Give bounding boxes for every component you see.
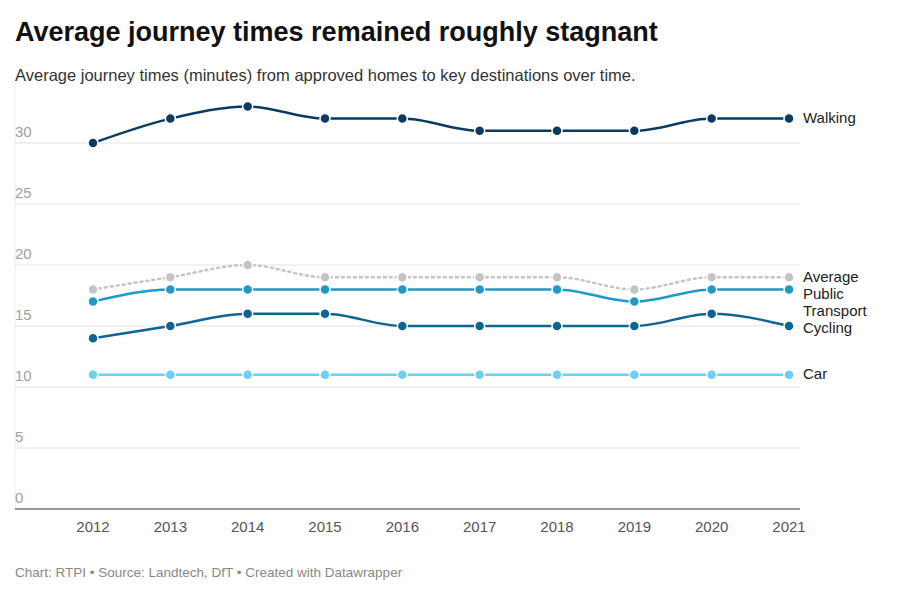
series-marker bbox=[397, 272, 407, 282]
series-marker bbox=[629, 126, 639, 136]
series-label-line: Public bbox=[803, 285, 844, 302]
series-marker bbox=[707, 309, 717, 319]
series-marker bbox=[397, 370, 407, 380]
series-label-line: Transport bbox=[803, 302, 867, 319]
grid-line bbox=[15, 143, 800, 144]
series-marker bbox=[397, 114, 407, 124]
series-marker bbox=[784, 370, 794, 380]
series-marker bbox=[165, 272, 175, 282]
series-marker bbox=[165, 284, 175, 294]
y-tick-label: 30 bbox=[15, 123, 32, 140]
series-line bbox=[93, 106, 789, 143]
y-tick-label: 15 bbox=[15, 306, 32, 323]
x-tick-label: 2015 bbox=[308, 518, 341, 535]
series-label: Walking bbox=[803, 109, 856, 126]
series-marker bbox=[707, 272, 717, 282]
series-marker bbox=[629, 284, 639, 294]
source: Chart: RTPI • Source: Landtech, DfT • Cr… bbox=[15, 565, 403, 580]
series-marker bbox=[629, 297, 639, 307]
series-marker bbox=[320, 114, 330, 124]
x-tick-label: 2014 bbox=[231, 518, 264, 535]
series-marker bbox=[243, 309, 253, 319]
grid-line bbox=[15, 387, 800, 388]
grid-line bbox=[15, 448, 800, 449]
series-marker bbox=[629, 321, 639, 331]
series-label: Car bbox=[803, 365, 827, 382]
series-marker bbox=[552, 126, 562, 136]
series-marker bbox=[320, 284, 330, 294]
series-marker bbox=[88, 297, 98, 307]
series-marker bbox=[320, 309, 330, 319]
series-marker bbox=[552, 284, 562, 294]
series-marker bbox=[88, 370, 98, 380]
x-tick-label: 2016 bbox=[386, 518, 419, 535]
plot-area bbox=[88, 101, 794, 379]
series-marker bbox=[320, 272, 330, 282]
series-marker bbox=[243, 101, 253, 111]
series-marker bbox=[707, 284, 717, 294]
series-marker bbox=[243, 260, 253, 270]
series-marker bbox=[475, 126, 485, 136]
y-tick-label: 20 bbox=[15, 245, 32, 262]
series-marker bbox=[88, 138, 98, 148]
series-marker bbox=[88, 284, 98, 294]
series-marker bbox=[243, 370, 253, 380]
series-marker bbox=[475, 370, 485, 380]
series-marker bbox=[629, 370, 639, 380]
series-label: PublicTransport bbox=[803, 285, 867, 319]
series-marker bbox=[784, 321, 794, 331]
series-marker bbox=[397, 284, 407, 294]
x-tick-label: 2013 bbox=[154, 518, 187, 535]
baseline bbox=[15, 509, 800, 510]
chart: Average journey times remained roughly s… bbox=[0, 0, 900, 595]
series-marker bbox=[552, 272, 562, 282]
y-tick-label: 25 bbox=[15, 184, 32, 201]
x-tick-label: 2020 bbox=[695, 518, 728, 535]
series-marker bbox=[707, 114, 717, 124]
y-tick-label: 10 bbox=[15, 367, 32, 384]
y-tick-label: 0 bbox=[15, 489, 23, 506]
grid-line bbox=[15, 204, 800, 205]
grid-line bbox=[15, 265, 800, 266]
series-line bbox=[93, 265, 789, 289]
series-marker bbox=[88, 333, 98, 343]
x-tick-label: 2012 bbox=[76, 518, 109, 535]
series-marker bbox=[784, 284, 794, 294]
x-tick-label: 2018 bbox=[540, 518, 573, 535]
series-marker bbox=[320, 370, 330, 380]
series-marker bbox=[552, 370, 562, 380]
series-line bbox=[93, 374, 789, 377]
series-marker bbox=[165, 114, 175, 124]
x-tick-label: 2021 bbox=[772, 518, 805, 535]
series-marker bbox=[707, 370, 717, 380]
title: Average journey times remained roughly s… bbox=[15, 17, 658, 47]
series-line bbox=[93, 314, 789, 338]
series-label: Average bbox=[803, 268, 859, 285]
x-tick-label: 2019 bbox=[618, 518, 651, 535]
series-label: Cycling bbox=[803, 319, 852, 336]
subtitle: Average journey times (minutes) from app… bbox=[15, 66, 636, 84]
series-marker bbox=[784, 272, 794, 282]
y-tick-label: 5 bbox=[15, 428, 23, 445]
x-tick-label: 2017 bbox=[463, 518, 496, 535]
series-marker bbox=[165, 321, 175, 331]
series-marker bbox=[243, 284, 253, 294]
series-marker bbox=[784, 114, 794, 124]
series-marker bbox=[552, 321, 562, 331]
series-line bbox=[93, 289, 789, 301]
series-marker bbox=[475, 272, 485, 282]
series-marker bbox=[165, 370, 175, 380]
series-marker bbox=[397, 321, 407, 331]
series-marker bbox=[475, 284, 485, 294]
series-marker bbox=[475, 321, 485, 331]
